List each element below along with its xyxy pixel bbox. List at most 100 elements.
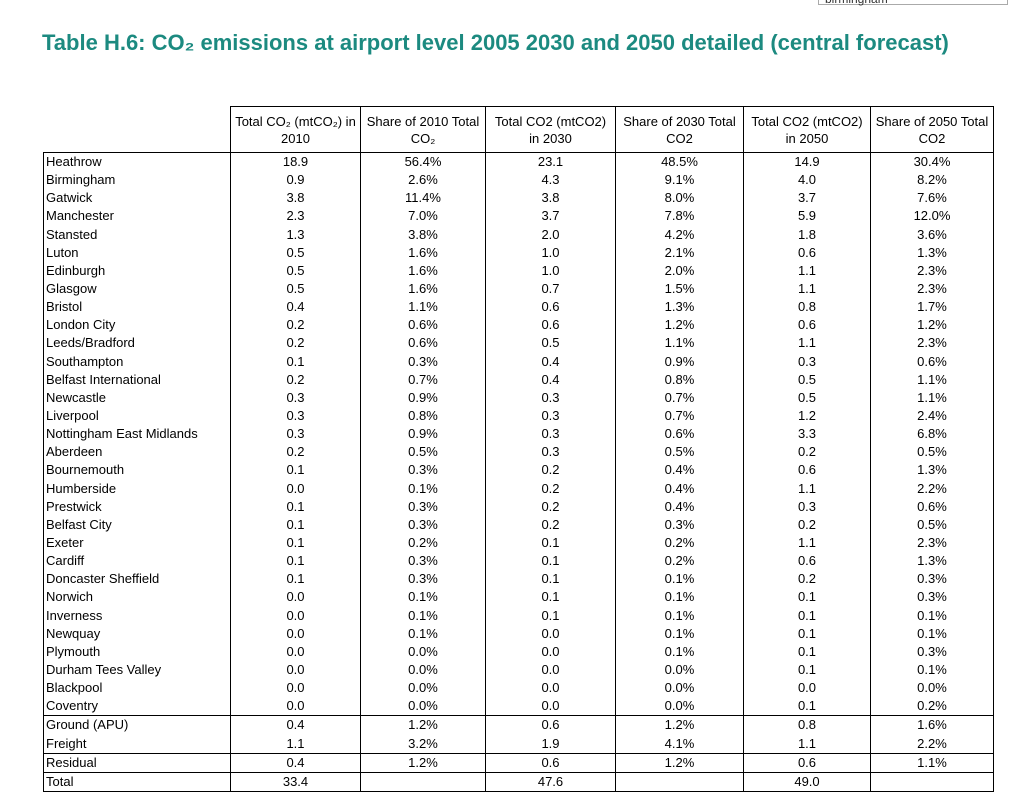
cell: 0.1% <box>615 642 744 661</box>
cell: 7.8% <box>615 207 744 226</box>
row-label: Southampton <box>43 352 231 371</box>
cell: 0.0% <box>870 679 994 698</box>
row-label: Edinburgh <box>43 261 231 280</box>
table-row: Inverness 0.0 0.1% 0.1 0.1% 0.1 0.1% <box>43 606 994 625</box>
cell: 0.1 <box>743 606 871 625</box>
column-header: Total CO2 (mtCO2) in 2050 <box>743 106 871 153</box>
cell: 1.1 <box>743 479 871 498</box>
cell: 2.3% <box>870 533 994 553</box>
cell: 0.1% <box>615 588 744 607</box>
cell: 0.2 <box>230 316 361 335</box>
cell: 0.2 <box>743 570 871 589</box>
table-row: Belfast City 0.1 0.3% 0.2 0.3% 0.2 0.5% <box>43 515 994 534</box>
cell: 2.2% <box>870 479 994 498</box>
cell: 0.5% <box>360 443 486 462</box>
cell: 4.2% <box>615 225 744 244</box>
cell: 0.5 <box>743 370 871 389</box>
table-row: Gatwick 3.8 11.4% 3.8 8.0% 3.7 7.6% <box>43 189 994 208</box>
cell: 0.2 <box>485 461 616 480</box>
table-row: Leeds/Bradford 0.2 0.6% 0.5 1.1% 1.1 2.3% <box>43 334 994 353</box>
table-row: London City 0.2 0.6% 0.6 1.2% 0.6 1.2% <box>43 316 994 335</box>
row-label: Blackpool <box>43 679 231 698</box>
search-box[interactable]: birmingham <box>818 0 1008 6</box>
cell: 1.1 <box>743 533 871 553</box>
cell: 1.1 <box>743 334 871 353</box>
cell: 0.0 <box>230 479 361 498</box>
cell: 0.1% <box>870 660 994 680</box>
row-label: Prestwick <box>43 497 231 516</box>
cell: 2.3% <box>870 261 994 280</box>
cell: 0.1 <box>485 588 616 607</box>
cell: 30.4% <box>870 152 994 172</box>
cell: 3.8% <box>360 225 486 244</box>
cell: 0.3 <box>485 443 616 462</box>
table-row: Glasgow 0.5 1.6% 0.7 1.5% 1.1 2.3% <box>43 279 994 299</box>
table-title: Table H.6: CO₂ emissions at airport leve… <box>42 30 949 55</box>
cell <box>360 771 486 792</box>
cell: 0.2 <box>230 443 361 462</box>
table-row: Aberdeen 0.2 0.5% 0.3 0.5% 0.2 0.5% <box>43 443 994 462</box>
table-row: Southampton 0.1 0.3% 0.4 0.9% 0.3 0.6% <box>43 352 994 371</box>
row-label: Exeter <box>43 533 231 553</box>
cell: 0.6% <box>870 497 994 516</box>
table-row: Bournemouth 0.1 0.3% 0.2 0.4% 0.6 1.3% <box>43 461 994 480</box>
cell: 0.1 <box>230 552 361 571</box>
cell: 1.1% <box>615 334 744 353</box>
cell: 1.9 <box>485 734 616 754</box>
cell: 0.3% <box>360 515 486 534</box>
table-row: Cardiff 0.1 0.3% 0.1 0.2% 0.6 1.3% <box>43 552 994 571</box>
cell: 0.4 <box>230 715 361 735</box>
cell: 0.1 <box>485 606 616 625</box>
row-label: Humberside <box>43 479 231 498</box>
cell: 4.3 <box>485 171 616 190</box>
table-row: Residual 0.4 1.2% 0.6 1.2% 0.6 1.1% <box>43 752 994 773</box>
cell: 0.2 <box>485 515 616 534</box>
cell: 0.6% <box>870 352 994 371</box>
cell: 6.8% <box>870 425 994 444</box>
cell: 3.8 <box>485 189 616 208</box>
cell: 1.2% <box>615 752 744 773</box>
row-label: Ground (APU) <box>43 715 231 735</box>
cell: 0.2 <box>485 497 616 516</box>
cell: 0.6% <box>360 334 486 353</box>
cell: 0.2% <box>615 533 744 553</box>
row-label: Total <box>43 771 231 792</box>
cell: 0.1% <box>360 479 486 498</box>
cell: 2.1% <box>615 243 744 262</box>
cell: 0.0% <box>360 660 486 680</box>
cell: 0.1% <box>360 624 486 643</box>
cell: 0.8% <box>360 406 486 426</box>
cell: 1.3% <box>870 461 994 480</box>
cell: 1.2% <box>615 316 744 335</box>
cell: 0.0 <box>230 697 361 716</box>
cell: 2.3 <box>230 207 361 226</box>
row-label: London City <box>43 316 231 335</box>
cell: 7.6% <box>870 189 994 208</box>
cell: 2.3% <box>870 279 994 299</box>
cell: 3.7 <box>743 189 871 208</box>
cell: 0.4% <box>615 461 744 480</box>
cell: 0.0% <box>615 679 744 698</box>
cell: 0.5% <box>615 443 744 462</box>
cell: 0.3 <box>485 406 616 426</box>
cell: 0.0 <box>230 642 361 661</box>
cell: 0.2% <box>615 552 744 571</box>
cell: 1.1% <box>870 370 994 389</box>
cell: 0.0 <box>485 624 616 643</box>
cell: 0.0 <box>485 697 616 716</box>
cell: 0.1 <box>230 461 361 480</box>
cell: 0.1% <box>870 606 994 625</box>
row-label: Freight <box>43 734 231 754</box>
cell: 7.0% <box>360 207 486 226</box>
cell: 0.3% <box>870 588 994 607</box>
cell: 0.2% <box>870 697 994 716</box>
cell: 0.4% <box>615 497 744 516</box>
cell: 3.8 <box>230 189 361 208</box>
cell: 0.6 <box>743 461 871 480</box>
cell: 1.1% <box>870 752 994 773</box>
table-row: Nottingham East Midlands 0.3 0.9% 0.3 0.6% 3.… <box>43 425 994 444</box>
cell: 0.9% <box>360 388 486 407</box>
cell: 1.2% <box>360 752 486 773</box>
cell: 23.1 <box>485 152 616 172</box>
cell: 0.3 <box>743 352 871 371</box>
